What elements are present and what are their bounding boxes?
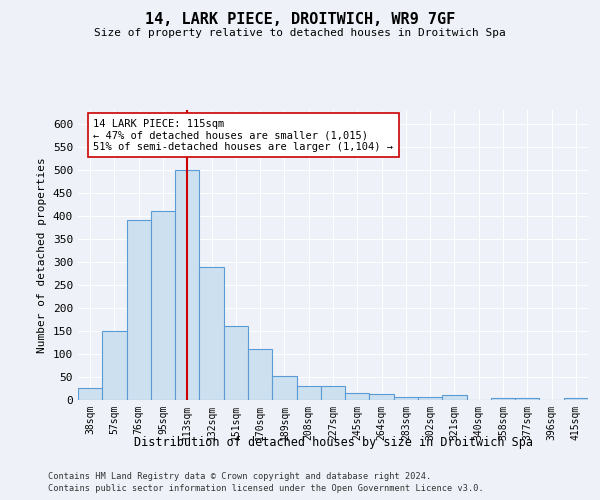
Bar (296, 386, 321, 400)
Bar (224, 326, 248, 400)
Y-axis label: Number of detached properties: Number of detached properties (37, 157, 47, 353)
Bar (442, 396, 467, 400)
Bar (272, 376, 296, 400)
Bar (151, 212, 175, 400)
Bar (321, 386, 345, 400)
Bar (127, 220, 151, 400)
Bar (78, 388, 102, 400)
Bar (418, 397, 442, 400)
Bar (199, 266, 224, 400)
Bar (394, 397, 418, 400)
Bar (248, 350, 272, 400)
Bar (175, 170, 199, 400)
Bar (564, 398, 588, 400)
Bar (515, 398, 539, 400)
Bar (345, 392, 370, 400)
Text: Contains HM Land Registry data © Crown copyright and database right 2024.: Contains HM Land Registry data © Crown c… (48, 472, 431, 481)
Text: 14 LARK PIECE: 115sqm
← 47% of detached houses are smaller (1,015)
51% of semi-d: 14 LARK PIECE: 115sqm ← 47% of detached … (94, 118, 394, 152)
Text: Contains public sector information licensed under the Open Government Licence v3: Contains public sector information licen… (48, 484, 484, 493)
Text: 14, LARK PIECE, DROITWICH, WR9 7GF: 14, LARK PIECE, DROITWICH, WR9 7GF (145, 12, 455, 28)
Bar (370, 394, 394, 400)
Bar (102, 331, 127, 400)
Text: Distribution of detached houses by size in Droitwich Spa: Distribution of detached houses by size … (134, 436, 533, 449)
Text: Size of property relative to detached houses in Droitwich Spa: Size of property relative to detached ho… (94, 28, 506, 38)
Bar (491, 398, 515, 400)
